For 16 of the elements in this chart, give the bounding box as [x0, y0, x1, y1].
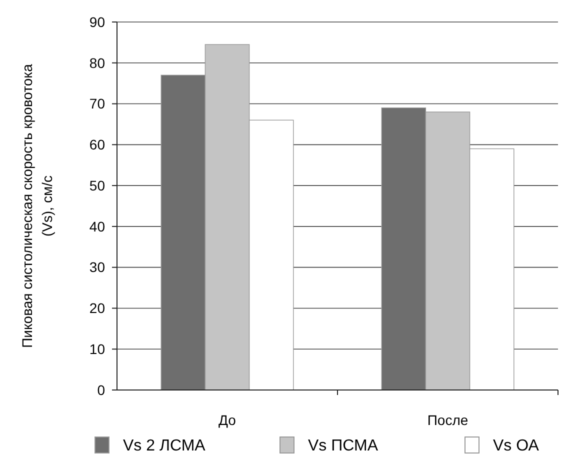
y-tick-label: 80: [89, 54, 106, 71]
x-tick-label: После: [427, 412, 468, 428]
y-tick-label: 50: [89, 177, 106, 194]
y-tick-label: 0: [97, 382, 106, 398]
y-tick-label: 60: [89, 136, 106, 153]
y-axis-title: Пиковая систолическая скорость кровотока (Vs), см/с: [19, 64, 55, 348]
y-tick-label: 10: [89, 341, 106, 358]
legend-label: Vs ОА: [493, 438, 540, 455]
legend-label: Vs ПСМА: [308, 438, 378, 455]
y-tick-label: 30: [89, 259, 106, 276]
legend-label: Vs 2 ЛСМА: [123, 438, 206, 455]
y-tick-label: 40: [89, 218, 106, 234]
y-tick-label: 20: [89, 300, 106, 316]
x-tick-label: До: [218, 412, 236, 428]
y-tick-label: 90: [89, 14, 106, 30]
y-tick-label: 70: [89, 96, 106, 112]
